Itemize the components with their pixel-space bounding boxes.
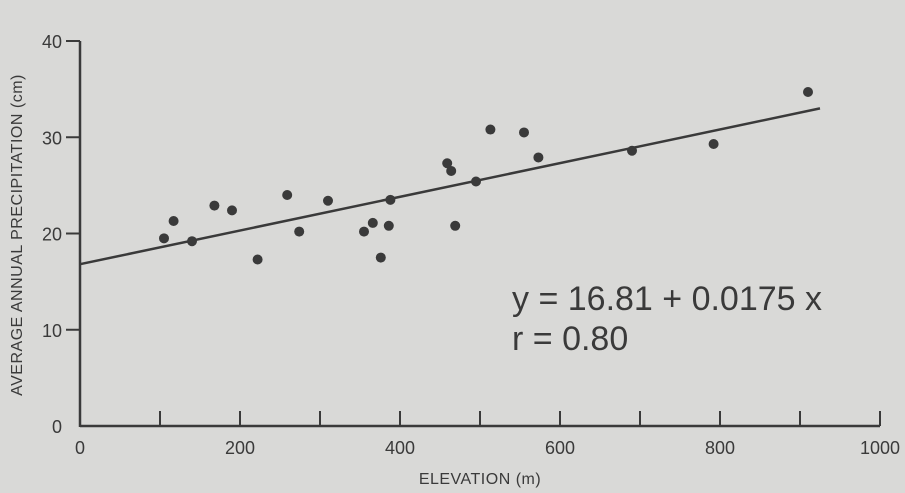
y-tick-label-40: 40 [42, 32, 62, 52]
data-point-19 [485, 124, 496, 135]
data-point-21 [533, 152, 544, 163]
data-point-20 [519, 127, 529, 138]
y-tick-label-20: 20 [42, 225, 62, 245]
data-point-9 [323, 195, 333, 206]
data-point-4 [209, 200, 220, 211]
tick-marks [66, 40, 881, 426]
data-point-3 [187, 236, 197, 247]
x-tick-label-800: 800 [705, 438, 735, 458]
regression-equation: y = 16.81 + 0.0175 x [512, 280, 822, 318]
x-tick-label-0: 0 [75, 438, 85, 458]
data-point-5 [227, 205, 237, 216]
y-tick-label-0: 0 [52, 417, 62, 437]
regression-line [79, 107, 821, 266]
data-point-11 [367, 217, 378, 228]
data-point-17 [450, 220, 461, 231]
data-point-6 [252, 254, 263, 265]
correlation-coefficient: r = 0.80 [512, 320, 628, 358]
x-tick-label-600: 600 [545, 438, 575, 458]
x-tick-label-1000: 1000 [860, 438, 900, 458]
data-point-2 [168, 215, 179, 226]
data-point-18 [471, 176, 481, 187]
x-axis-title: ELEVATION (m) [419, 471, 541, 488]
axes [78, 41, 880, 428]
data-point-12 [375, 252, 386, 263]
data-point-14 [385, 194, 396, 205]
y-tick-label-10: 10 [42, 321, 62, 341]
data-point-22 [627, 145, 637, 156]
data-point-23 [708, 138, 719, 149]
data-point-10 [359, 226, 369, 237]
data-points [159, 87, 813, 265]
x-tick-label-200: 200 [225, 438, 255, 458]
data-point-15 [442, 158, 453, 169]
data-point-8 [294, 226, 305, 237]
y-tick-label-30: 30 [42, 128, 62, 148]
data-point-7 [282, 190, 293, 200]
data-point-24 [803, 87, 813, 98]
data-point-16 [446, 165, 457, 176]
data-point-1 [159, 233, 169, 244]
tick-labels: 0 200 400 600 800 1000 0 10 20 30 40 [42, 32, 900, 458]
y-axis-title: AVERAGE ANNUAL PRECIPITATION (cm) [9, 74, 26, 396]
x-tick-label-400: 400 [385, 438, 415, 458]
data-point-13 [383, 220, 394, 231]
